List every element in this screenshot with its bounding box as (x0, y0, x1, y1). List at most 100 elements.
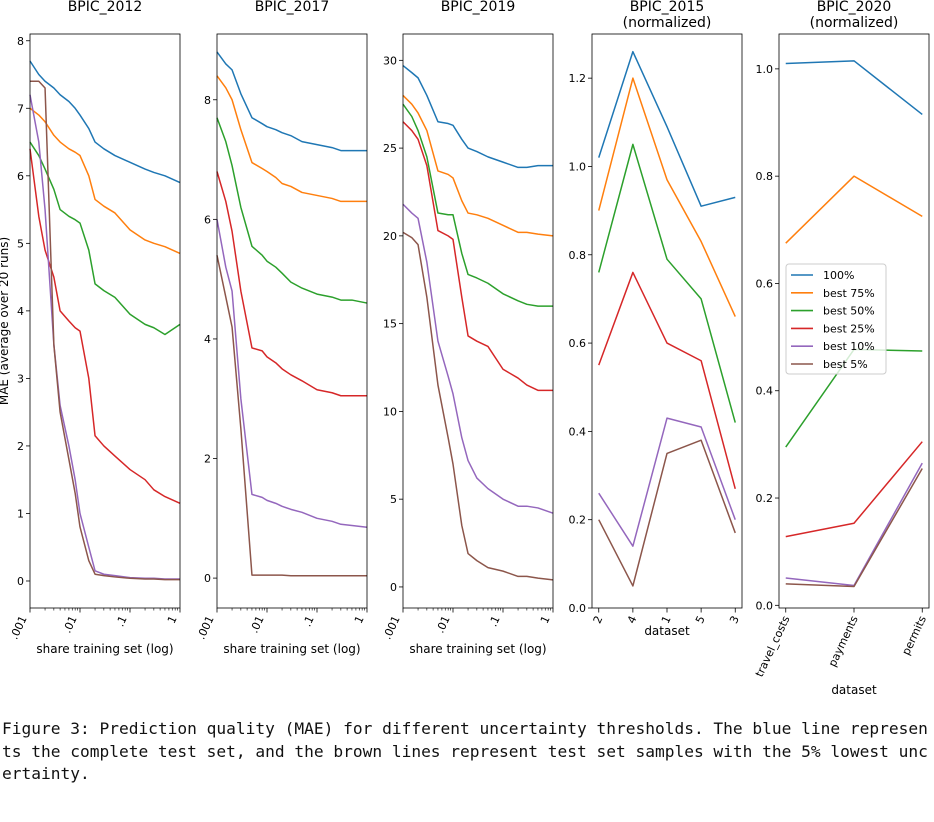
y-tick-label-2-5: 25 (383, 142, 397, 155)
x-axis-label-4: dataset (831, 683, 877, 697)
y-tick-label-3-6: 1.2 (569, 72, 587, 85)
subplot-3: BPIC_2015(normalized) 0.0 0.2 0.4 0.6 0.8 1.0 1… (569, 0, 743, 638)
series-line-3-3 (598, 271, 736, 489)
x-tick-label-0-2: .1 (113, 614, 129, 629)
series-line-1-0 (216, 51, 367, 152)
x-tick-label-3-0: 2 (591, 614, 606, 626)
x-tick-label-2-2: .1 (486, 614, 502, 629)
series-line-3-5 (598, 439, 736, 587)
series-line-4-4 (785, 462, 923, 587)
figure: BPIC_2012 0 1 2 3 4 5 6 7 8 .001 .01 .1 1 share traini… (0, 0, 930, 697)
x-tick-label-1-0: .001 (195, 614, 217, 642)
x-tick-label-4-1: payments (826, 614, 861, 669)
subplot-title-3-1: (normalized) (623, 15, 712, 31)
series-line-0-1 (29, 107, 181, 255)
axes-frame-3 (591, 33, 743, 609)
x-tick-label-4-0: travel_costs (753, 614, 793, 680)
y-tick-label-2-1: 5 (390, 493, 397, 506)
legend-label-1: best 75% (823, 287, 875, 300)
x-tick-label-2-0: .001 (381, 614, 403, 642)
y-tick-label-3-5: 1.0 (569, 160, 587, 173)
y-tick-label-4-4: 0.8 (756, 170, 774, 183)
series-line-3-0 (598, 50, 736, 207)
y-tick-label-4-2: 0.4 (756, 385, 774, 398)
y-tick-label-2-3: 15 (383, 318, 397, 331)
y-tick-label-1-4: 8 (204, 94, 211, 107)
y-tick-label-2-6: 30 (383, 54, 397, 67)
series-line-3-2 (598, 143, 736, 423)
subplot-title-2-0: BPIC_2019 (441, 0, 516, 15)
x-tick-label-3-3: 5 (693, 614, 708, 626)
x-tick-label-1-2: .1 (300, 614, 316, 629)
x-tick-label-2-1: .01 (434, 614, 453, 635)
legend-label-5: best 5% (823, 358, 868, 371)
figure-caption: Figure 3: Prediction quality (MAE) for d… (2, 719, 928, 783)
series-line-1-3 (216, 171, 367, 397)
y-tick-label-0-7: 7 (17, 102, 24, 115)
y-tick-label-3-1: 0.2 (569, 514, 587, 527)
axes-frame-2 (402, 33, 554, 609)
x-axis-label-2: share training set (log) (409, 642, 546, 656)
subplot-title-4-1: (normalized) (810, 15, 899, 31)
series-line-2-3 (402, 121, 553, 392)
subplot-title-0-0: BPIC_2012 (68, 0, 143, 15)
y-tick-label-4-0: 0.0 (756, 599, 774, 612)
subplot-1: BPIC_2017 0 2 4 6 8 .001 .01 .1 1 share training s… (195, 0, 368, 656)
subplot-title-3-0: BPIC_2015 (630, 0, 705, 15)
legend-label-3: best 25% (823, 322, 875, 335)
x-tick-label-1-3: 1 (352, 614, 367, 626)
series-line-4-1 (785, 175, 923, 244)
series-line-0-4 (29, 94, 180, 580)
series-line-1-4 (216, 219, 368, 529)
series-line-4-5 (785, 468, 923, 588)
x-tick-label-2-3: 1 (538, 614, 553, 626)
subplot-title-1-0: BPIC_2017 (255, 0, 330, 15)
series-line-1-1 (216, 75, 367, 203)
subplot-2: BPIC_2019 0 5 10 15 20 25 30 .001 .01 .1 1 share tra… (381, 0, 554, 656)
y-tick-label-3-3: 0.6 (569, 337, 587, 350)
y-tick-label-0-6: 6 (17, 170, 24, 183)
y-tick-label-2-2: 10 (383, 405, 397, 418)
y-tick-label-1-2: 4 (204, 333, 211, 346)
series-line-4-0 (785, 60, 923, 116)
series-line-1-2 (216, 117, 368, 304)
y-tick-label-2-0: 0 (390, 581, 397, 594)
x-axis-label-0: share training set (log) (36, 642, 173, 656)
series-line-2-5 (402, 231, 554, 581)
x-tick-label-1-1: .01 (248, 614, 267, 635)
y-tick-label-0-8: 8 (17, 35, 24, 48)
y-tick-label-0-5: 5 (17, 237, 24, 250)
legend-label-2: best 50% (823, 305, 875, 318)
series-line-3-1 (598, 77, 736, 317)
series-line-0-0 (29, 60, 181, 184)
y-tick-label-3-2: 0.4 (569, 425, 587, 438)
y-tick-label-1-1: 2 (204, 453, 211, 466)
series-line-0-2 (29, 141, 181, 336)
y-tick-label-0-2: 2 (17, 440, 24, 453)
y-tick-label-3-4: 0.8 (569, 249, 587, 262)
legend-label-0: 100% (823, 269, 854, 282)
y-tick-label-1-0: 0 (204, 572, 211, 585)
series-line-3-4 (598, 417, 736, 547)
x-tick-label-4-2: permits (899, 614, 929, 658)
y-tick-label-4-5: 1.0 (756, 63, 774, 76)
series-line-1-5 (216, 255, 367, 577)
subplot-0: BPIC_2012 0 1 2 3 4 5 6 7 8 .001 .01 .1 1 share traini… (0, 0, 181, 656)
y-tick-label-4-1: 0.2 (756, 492, 774, 505)
x-tick-label-0-0: .001 (8, 614, 30, 642)
series-line-2-1 (402, 94, 554, 237)
subplot-title-4-0: BPIC_2020 (817, 0, 892, 15)
x-tick-label-3-4: 3 (727, 614, 742, 626)
y-tick-label-2-4: 20 (383, 230, 397, 243)
legend: 100% best 75% best 50% best 25% best 10% best… (785, 263, 887, 375)
y-tick-label-0-1: 1 (17, 507, 24, 520)
x-tick-label-0-3: 1 (165, 614, 180, 626)
x-tick-label-3-1: 4 (625, 614, 640, 626)
series-line-4-3 (785, 441, 923, 538)
subplot-4: BPIC_2020(normalized) 0.0 0.2 0.4 0.6 0.8 1.0 t… (753, 0, 930, 697)
y-tick-label-0-3: 3 (17, 372, 24, 385)
y-tick-label-0-0: 0 (17, 575, 24, 588)
y-tick-label-0-4: 4 (17, 305, 24, 318)
series-line-2-0 (402, 65, 553, 169)
y-tick-label-3-0: 0.0 (569, 602, 587, 615)
